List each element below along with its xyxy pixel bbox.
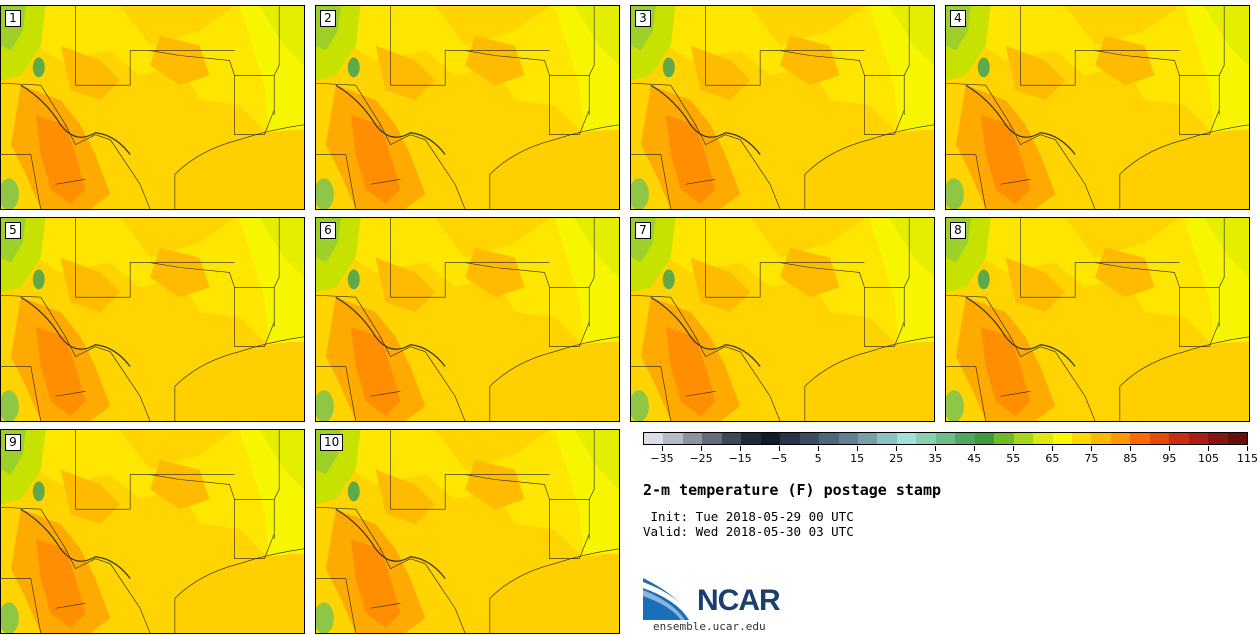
colorbar-tick-label: −15 xyxy=(728,452,752,465)
colorbar-tick-label: 115 xyxy=(1237,452,1258,465)
panel-number: 6 xyxy=(320,222,336,239)
colorbar-swatch xyxy=(702,433,722,444)
ncar-logo-icon xyxy=(643,578,693,620)
colorbar-swatch xyxy=(682,433,703,444)
colorbar-swatch xyxy=(663,433,683,444)
colorbar-tick xyxy=(934,446,936,451)
colorbar-swatch xyxy=(741,433,761,444)
map-panel-6: 6 xyxy=(315,217,620,422)
colorbar-tick-label: 65 xyxy=(1045,452,1060,465)
colorbar-swatch xyxy=(644,433,664,444)
colorbar-swatch xyxy=(955,433,975,444)
map-panel-1: 1 xyxy=(0,5,305,210)
colorbar-swatch xyxy=(1208,433,1228,444)
map-panel-8: 8 xyxy=(945,217,1250,422)
colorbar-tick xyxy=(1090,446,1092,451)
colorbar-swatch xyxy=(721,433,742,444)
colorbar-tick xyxy=(1129,446,1131,451)
colorbar-swatch xyxy=(1071,433,1092,444)
colorbar-swatch xyxy=(1013,433,1034,444)
colorbar-swatch xyxy=(857,433,878,444)
ncar-logo-text: NCAR xyxy=(697,584,781,617)
colorbar-tick-label: 5 xyxy=(814,452,822,465)
colorbar-tick-label: −5 xyxy=(771,452,788,465)
colorbar-swatch xyxy=(1130,433,1150,444)
colorbar-swatch xyxy=(974,433,995,444)
map-panel-2: 2 xyxy=(315,5,620,210)
colorbar-tick xyxy=(856,446,858,451)
colorbar-swatch xyxy=(896,433,917,444)
colorbar-swatch xyxy=(799,433,820,444)
panel-number: 1 xyxy=(5,10,21,27)
colorbar-tick-label: 35 xyxy=(928,452,943,465)
map-panel-9: 9 xyxy=(0,429,305,634)
panel-number: 9 xyxy=(5,434,21,451)
colorbar-swatch xyxy=(819,433,839,444)
colorbar-tick-label: −35 xyxy=(650,452,674,465)
plot-title: 2-m temperature (F) postage stamp xyxy=(643,481,942,499)
colorbar-swatch xyxy=(1052,433,1072,444)
colorbar-swatch xyxy=(877,433,897,444)
panel-number: 2 xyxy=(320,10,336,27)
panel-number: 8 xyxy=(950,222,966,239)
colorbar-swatch xyxy=(1091,433,1111,444)
colorbar-swatch xyxy=(1188,433,1209,444)
panel-number: 3 xyxy=(635,10,651,27)
panel-number: 5 xyxy=(5,222,21,239)
colorbar-swatch xyxy=(838,433,858,444)
map-panel-5: 5 xyxy=(0,217,305,422)
colorbar-tick-label: 105 xyxy=(1197,452,1219,465)
map-panel-4: 4 xyxy=(945,5,1250,210)
colorbar-swatch xyxy=(1033,433,1053,444)
panel-number: 10 xyxy=(320,434,344,451)
colorbar-tick xyxy=(700,446,702,451)
colorbar-swatch xyxy=(1227,433,1248,444)
panel-number: 4 xyxy=(950,10,966,27)
colorbar-tick xyxy=(661,446,663,451)
temperature-colorbar xyxy=(643,432,1248,445)
colorbar-tick xyxy=(817,446,819,451)
colorbar-tick-label: 15 xyxy=(850,452,865,465)
colorbar-tick-label: 95 xyxy=(1162,452,1177,465)
colorbar-swatch xyxy=(780,433,800,444)
panel-number: 7 xyxy=(635,222,651,239)
map-panel-3: 3 xyxy=(630,5,935,210)
colorbar-swatch xyxy=(760,433,781,444)
colorbar-swatch xyxy=(994,433,1014,444)
colorbar-ticks: −35 −25 −15 −5 5 15 25 35 45 55 65 75 85 95 105 115 xyxy=(643,446,1258,468)
colorbar-tick xyxy=(1247,446,1248,451)
colorbar-tick-label: 45 xyxy=(967,452,982,465)
colorbar-swatch xyxy=(1149,433,1170,444)
colorbar-tick-label: −25 xyxy=(689,452,713,465)
colorbar-swatch xyxy=(935,433,956,444)
colorbar-tick xyxy=(778,446,780,451)
colorbar-tick xyxy=(1051,446,1053,451)
colorbar-tick xyxy=(1012,446,1014,451)
valid-time: Valid: Wed 2018-05-30 03 UTC xyxy=(643,524,854,539)
colorbar-tick xyxy=(1168,446,1170,451)
map-panel-7: 7 xyxy=(630,217,935,422)
colorbar-tick-label: 55 xyxy=(1006,452,1021,465)
colorbar-tick-label: 75 xyxy=(1084,452,1099,465)
colorbar-tick xyxy=(973,446,975,451)
init-time: Init: Tue 2018-05-29 00 UTC xyxy=(643,509,854,524)
colorbar-tick xyxy=(739,446,741,451)
colorbar-swatch xyxy=(1110,433,1131,444)
colorbar-tick xyxy=(1207,446,1209,451)
ncar-url: ensemble.ucar.edu xyxy=(653,620,766,633)
colorbar-tick xyxy=(895,446,897,451)
colorbar-tick-label: 25 xyxy=(889,452,904,465)
colorbar-swatch xyxy=(916,433,936,444)
colorbar-swatch xyxy=(1169,433,1189,444)
colorbar-tick-label: 85 xyxy=(1123,452,1138,465)
map-panel-10: 10 xyxy=(315,429,620,634)
